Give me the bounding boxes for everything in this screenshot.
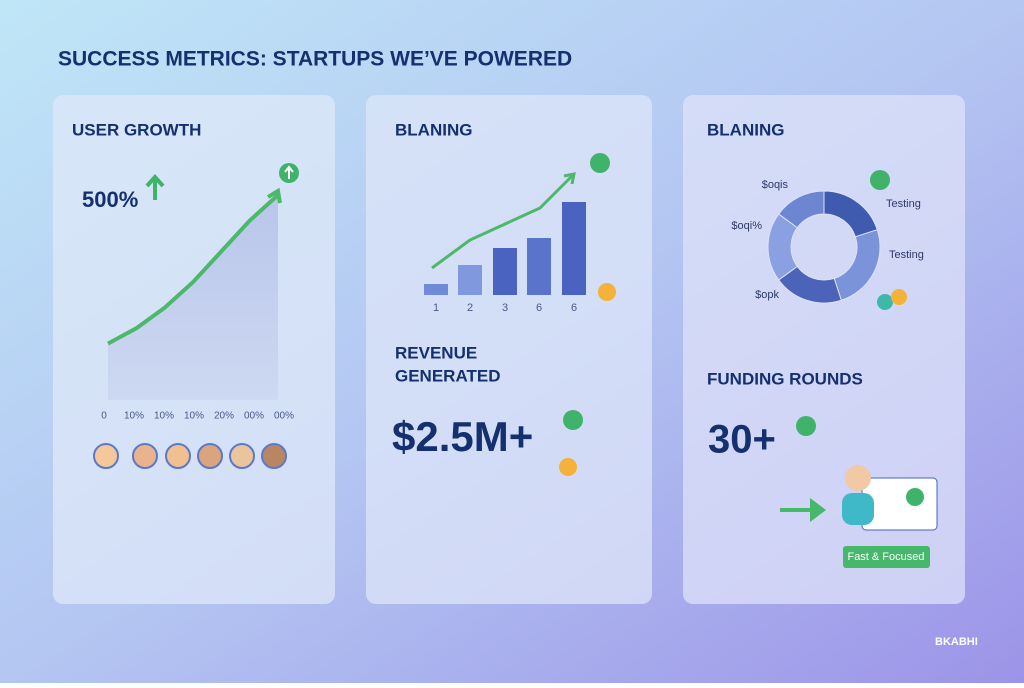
badge [843, 546, 930, 568]
x-tick-label: 10% [154, 411, 174, 422]
card-heading: USER GROWTH [72, 120, 201, 139]
check-icon [563, 410, 583, 430]
person-head [845, 465, 871, 491]
slice-label: $oqi% [731, 220, 762, 232]
up-arrow [145, 173, 165, 200]
arrow-head [266, 187, 282, 204]
check-icon [796, 416, 816, 436]
x-tick-label: 6 [536, 302, 542, 314]
dollar-icon [906, 488, 924, 506]
bar [527, 238, 551, 295]
trend-arrow [563, 172, 576, 185]
x-tick-label: 00% [274, 411, 294, 422]
metric: $2.5M+ [392, 413, 533, 460]
x-tick-label: 10% [124, 411, 144, 422]
x-tick-label: 10% [184, 411, 204, 422]
slice-label: Testing [889, 249, 924, 261]
x-tick-label: 1 [433, 302, 439, 314]
metric: 500% [82, 187, 138, 212]
x-tick-label: 00% [244, 411, 264, 422]
area [108, 195, 278, 400]
brand: BKABHI [935, 636, 978, 648]
money-bag [891, 289, 907, 305]
x-tick-label: 20% [214, 411, 234, 422]
trend-line [431, 174, 574, 270]
slice-label: Testing [886, 198, 921, 210]
avatar [197, 443, 223, 469]
avatar [132, 443, 158, 469]
badge-text: Fast & Focused [847, 551, 924, 563]
bar [493, 248, 517, 295]
up-icon-arrow [284, 165, 294, 179]
card-heading: BLANING [707, 120, 784, 139]
coin-icon [559, 458, 577, 476]
card-heading: BLANING [395, 120, 472, 139]
avatar [93, 443, 119, 469]
check-icon [870, 170, 890, 190]
avatar [229, 443, 255, 469]
bar [562, 202, 586, 295]
money-bag [877, 294, 893, 310]
avatar [261, 443, 287, 469]
person-body [842, 493, 874, 525]
x-tick-label: 3 [502, 302, 508, 314]
x-tick-label: 6 [571, 302, 577, 314]
check-icon [590, 153, 610, 173]
card [683, 95, 965, 604]
page-title: SUCCESS METRICS: STARTUPS WE’VE POWERED [58, 48, 572, 71]
stat-heading: REVENUE [395, 343, 477, 362]
right-arrow [780, 498, 826, 522]
slice-label: $oqis [762, 179, 789, 191]
x-tick-label: 2 [467, 302, 473, 314]
bar [424, 284, 448, 295]
line [107, 193, 280, 346]
coin-icon [598, 283, 616, 301]
stat-heading: FUNDING ROUNDS [707, 369, 863, 388]
bar [458, 265, 482, 295]
donut-slice [777, 190, 825, 229]
x-tick-label: 0 [101, 411, 107, 422]
stat-heading: GENERATED [395, 366, 500, 385]
slice-label: $opk [755, 289, 779, 301]
metric: 30+ [708, 418, 776, 462]
avatar [165, 443, 191, 469]
